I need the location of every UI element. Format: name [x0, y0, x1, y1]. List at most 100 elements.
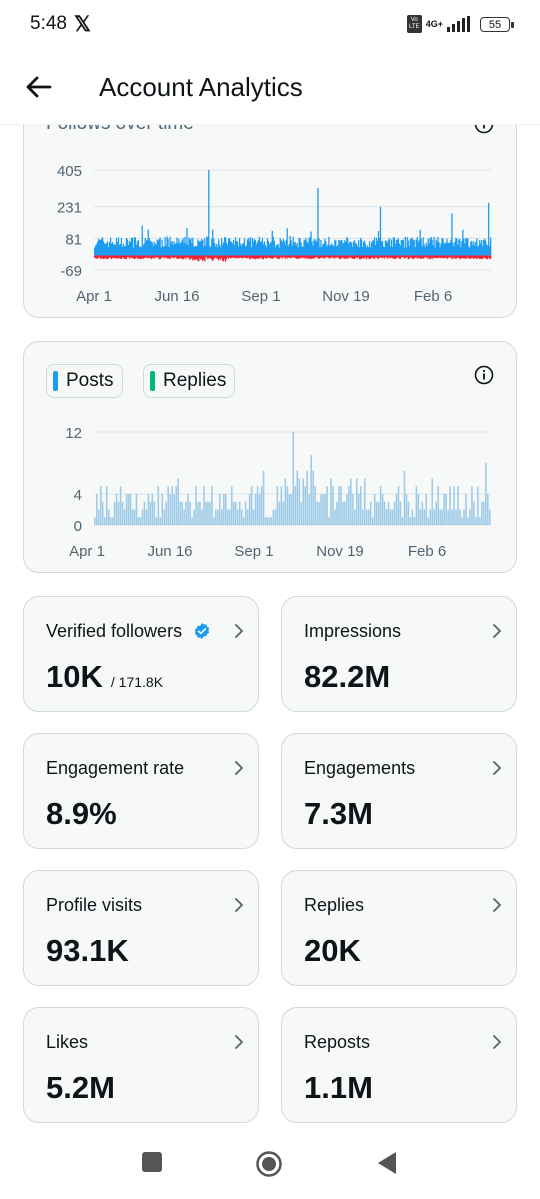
- posts-bar: [99, 486, 102, 525]
- unfollows-bar: [307, 255, 309, 259]
- posts-bar: [258, 494, 261, 525]
- unfollows-bar: [111, 255, 114, 258]
- posts-bar: [359, 486, 362, 525]
- follows-bar: [420, 238, 422, 256]
- y-tick-label: 12: [65, 425, 82, 442]
- follows-bar: [363, 240, 366, 256]
- unfollows-bar: [120, 255, 123, 259]
- unfollows-bar: [287, 255, 289, 258]
- unfollows-bar: [484, 255, 486, 258]
- follows-bar: [280, 240, 282, 256]
- posts-bar: [187, 494, 189, 525]
- info-icon[interactable]: [474, 365, 494, 385]
- posts-bar: [242, 517, 245, 525]
- follows-bar: [176, 237, 178, 256]
- unfollows-bar: [365, 255, 368, 260]
- unfollows-bar: [184, 255, 186, 258]
- unfollows-bar: [116, 255, 119, 259]
- unfollows-bar: [252, 255, 255, 259]
- follows-bar: [271, 230, 273, 256]
- unfollows-bar: [462, 255, 464, 259]
- unfollows-bar: [334, 255, 336, 259]
- unfollows-bar: [159, 255, 161, 260]
- follows-bar: [185, 243, 187, 256]
- follows-bar: [390, 239, 393, 256]
- posts-bar: [308, 494, 310, 525]
- follows-bar: [213, 238, 215, 256]
- unfollows-bar: [284, 255, 286, 259]
- x-logo-icon: 𝕏: [74, 13, 91, 36]
- metric-engagements[interactable]: Engagements 7.3M: [281, 733, 517, 849]
- x-tick-label: Feb 6: [408, 543, 446, 560]
- unfollows-bar: [193, 255, 195, 260]
- metric-engagement-rate[interactable]: Engagement rate 8.9%: [23, 733, 259, 849]
- follows-bar: [490, 237, 492, 256]
- follows-bar: [95, 244, 98, 256]
- unfollows-bar: [318, 255, 320, 260]
- follows-bar: [350, 242, 352, 256]
- posts-bar: [306, 470, 308, 525]
- follows-bar: [160, 247, 162, 256]
- legend-posts[interactable]: Posts: [46, 364, 123, 398]
- follows-bar: [287, 245, 289, 256]
- follows-bar: [351, 242, 353, 256]
- follows-bar: [169, 236, 171, 256]
- legend-replies[interactable]: Replies: [143, 364, 236, 398]
- metric-reposts[interactable]: Reposts 1.1M: [281, 1007, 517, 1123]
- metric-label: Engagement rate: [46, 758, 185, 778]
- y-tick-label: 0: [74, 518, 82, 535]
- unfollows-bar: [163, 255, 165, 259]
- chevron-right-icon: [235, 898, 243, 912]
- posts-bar: [189, 501, 191, 525]
- posts-bar: [439, 509, 441, 525]
- follows-bar: [262, 244, 265, 256]
- unfollows-bar: [442, 255, 444, 259]
- metric-likes[interactable]: Likes 5.2M: [23, 1007, 259, 1123]
- follows-bar: [343, 243, 345, 256]
- metric-impressions[interactable]: Impressions 82.2M: [281, 596, 517, 712]
- unfollows-bar: [396, 255, 399, 258]
- posts-bar: [199, 501, 201, 525]
- unfollows-bar: [355, 255, 357, 258]
- unfollows-bar: [400, 255, 402, 258]
- follows-bar: [471, 240, 473, 256]
- home-circle-icon[interactable]: [255, 1150, 283, 1178]
- unfollows-bar: [308, 255, 310, 258]
- unfollows-bar: [289, 255, 291, 259]
- posts-bar: [473, 501, 475, 525]
- unfollows-bar: [98, 255, 101, 258]
- follows-bar: [276, 244, 278, 256]
- follows-bar: [337, 245, 339, 256]
- metric-replies[interactable]: Replies 20K: [281, 870, 517, 986]
- unfollows-bar: [391, 255, 394, 258]
- unfollows-bar: [94, 255, 97, 259]
- follows-bar: [309, 236, 311, 256]
- follows-bar: [192, 237, 194, 256]
- follows-bar: [426, 245, 428, 256]
- posts-bar: [443, 494, 445, 525]
- unfollows-bar: [174, 255, 176, 258]
- unfollows-bar: [131, 255, 134, 259]
- unfollows-bar: [179, 255, 181, 259]
- unfollows-bar: [455, 255, 457, 260]
- metric-verified-followers[interactable]: Verified followers 10K / 171.8K: [23, 596, 259, 712]
- recents-square-icon[interactable]: [141, 1151, 163, 1173]
- back-triangle-icon[interactable]: [376, 1151, 398, 1175]
- unfollows-bar: [321, 255, 323, 258]
- follows-bar: [315, 239, 317, 256]
- follows-bar: [402, 239, 404, 256]
- unfollows-bar: [388, 255, 391, 259]
- unfollows-bar: [104, 255, 107, 258]
- status-indicators: Vo LTE 4G+ 55: [406, 15, 514, 33]
- unfollows-bar: [483, 255, 485, 258]
- unfollows-bar: [216, 255, 218, 259]
- unfollows-bar: [233, 255, 236, 259]
- unfollows-bar: [168, 255, 170, 259]
- unfollows-bar: [229, 255, 232, 258]
- unfollows-bar: [256, 255, 259, 259]
- follows-bar: [357, 246, 359, 256]
- posts-bar: [429, 509, 432, 525]
- back-arrow-icon[interactable]: [22, 70, 56, 104]
- follows-bar: [215, 246, 217, 256]
- metric-profile-visits[interactable]: Profile visits 93.1K: [23, 870, 259, 986]
